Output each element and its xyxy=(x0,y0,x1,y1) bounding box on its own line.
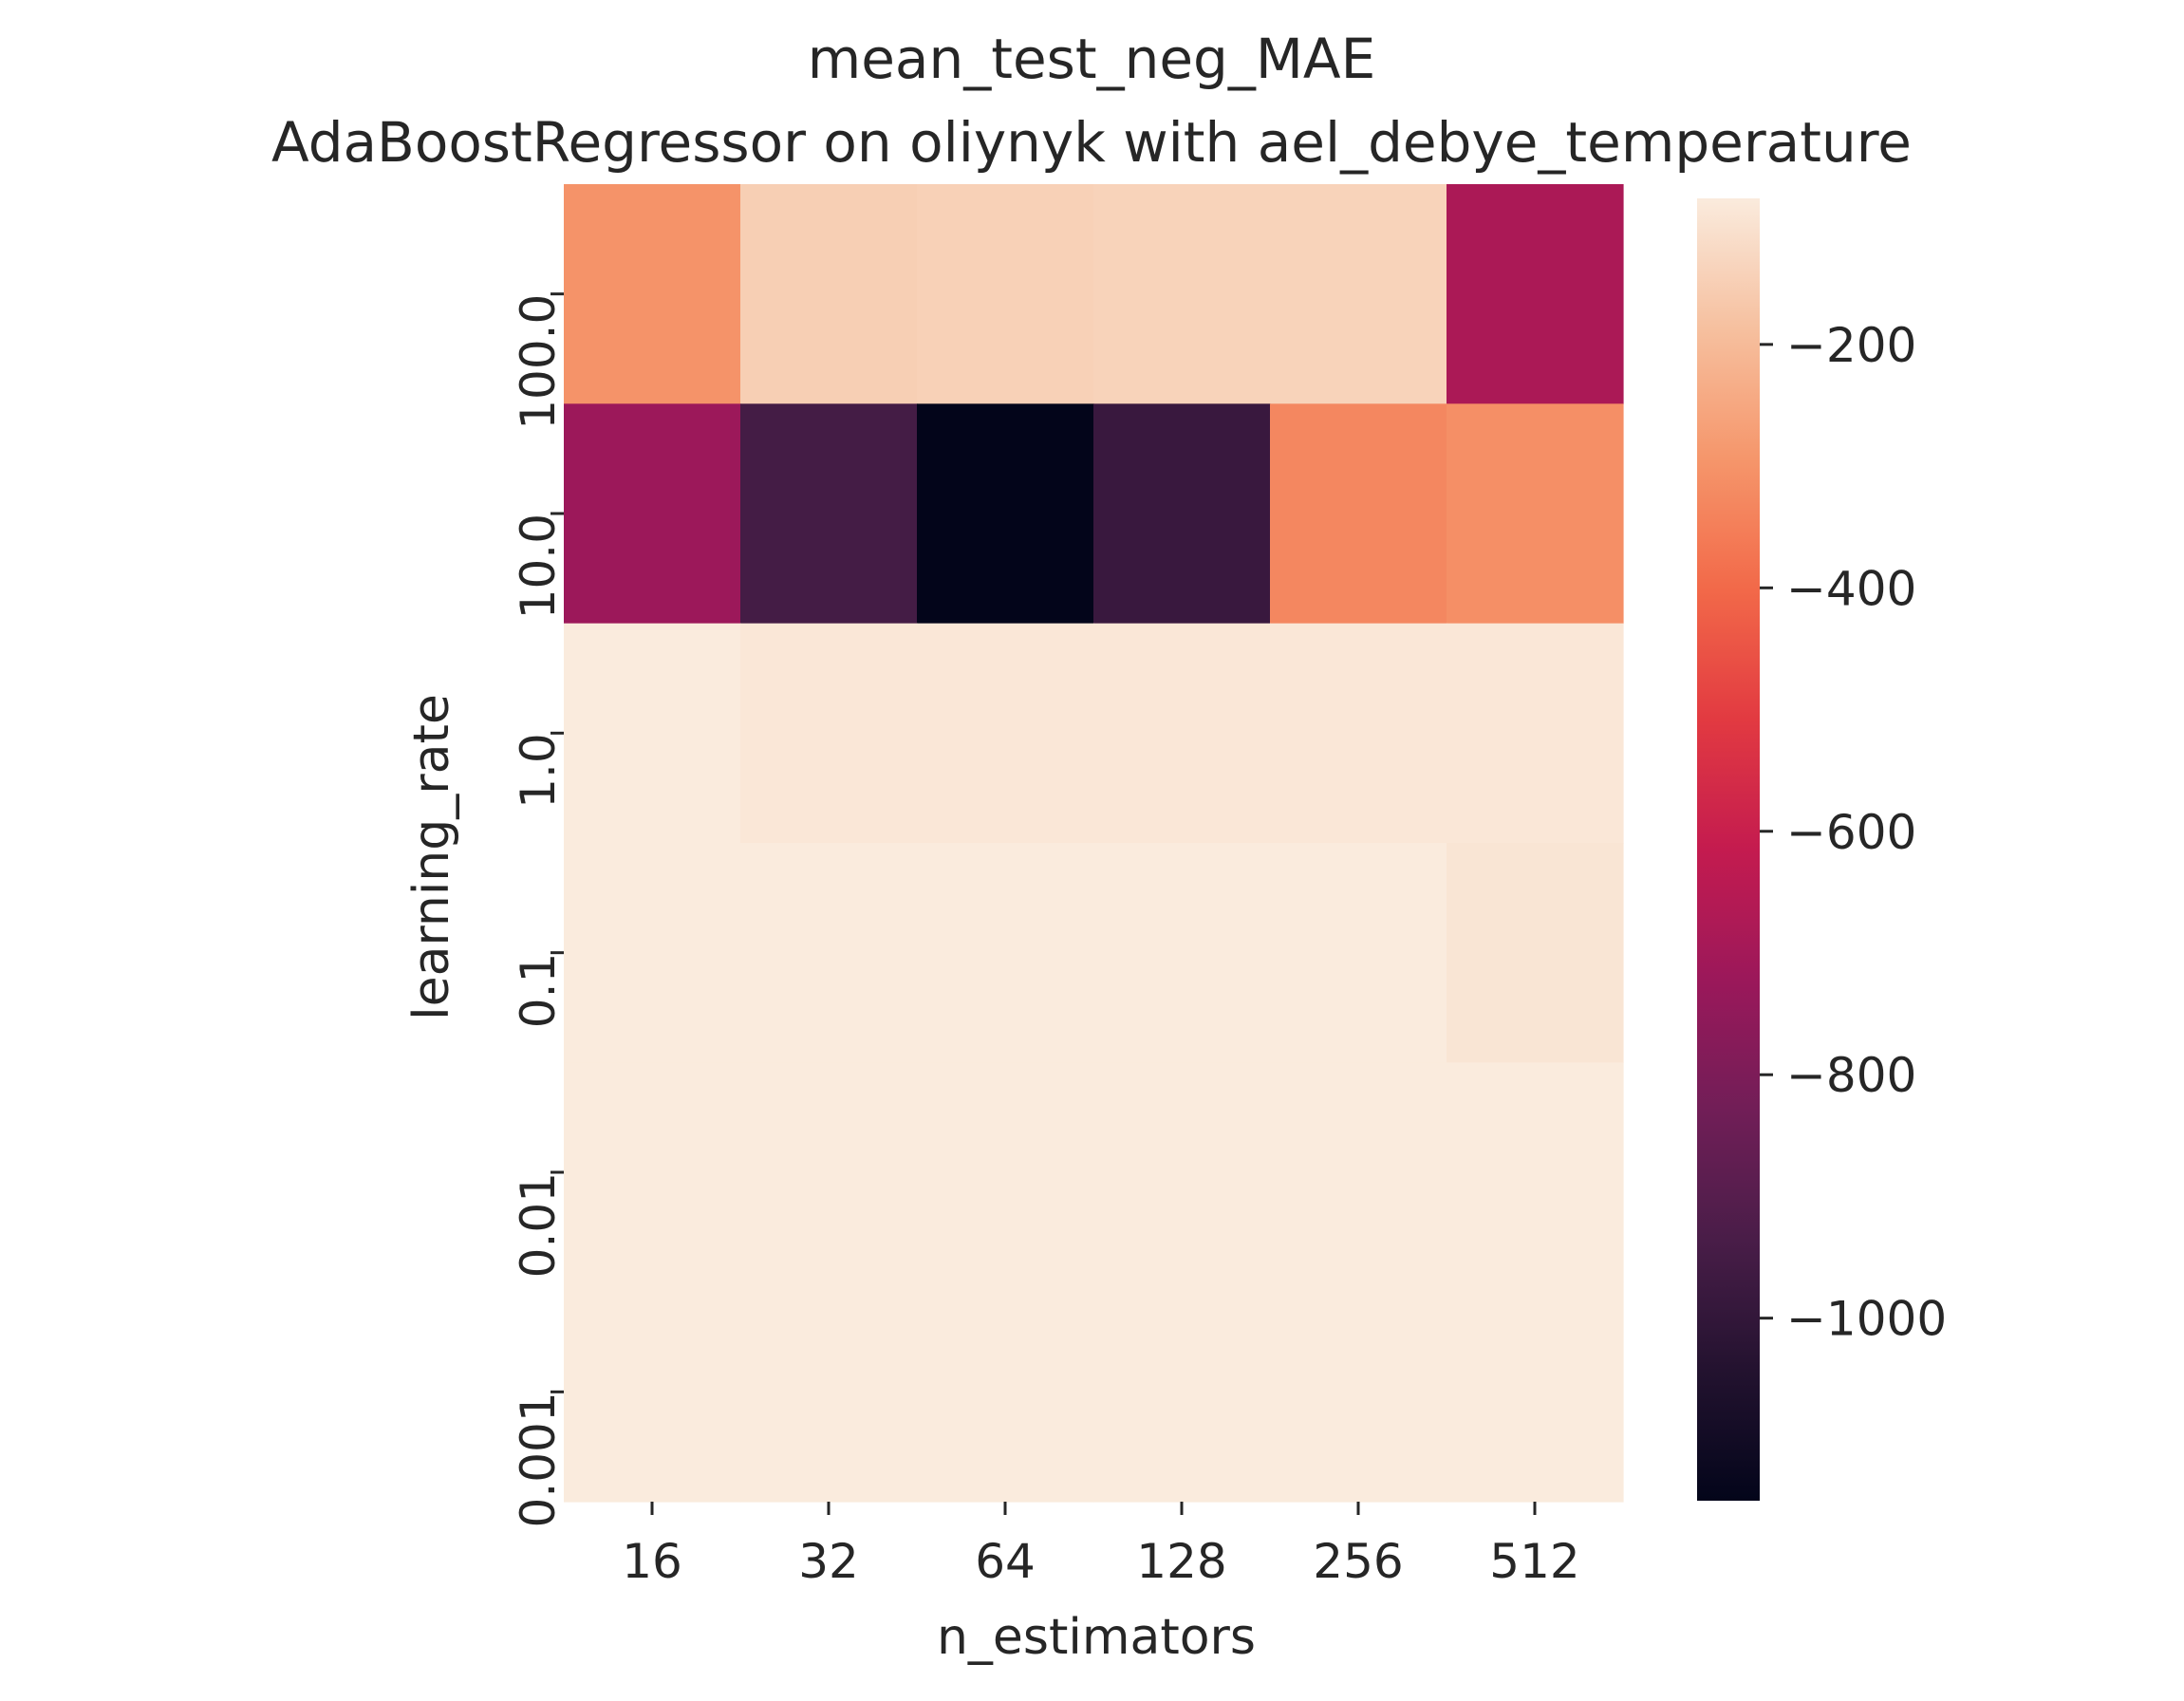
heatmap-cell xyxy=(1270,1062,1447,1283)
heatmap-cell xyxy=(1093,403,1271,625)
y-tick-label: 10.0 xyxy=(511,514,566,619)
y-tick-label: 1.0 xyxy=(511,733,566,809)
x-axis-ticks: 16 32 64 128 256 512 xyxy=(622,1502,1580,1589)
heatmap-cell xyxy=(1093,843,1271,1063)
heatmap-cell xyxy=(740,1281,918,1503)
heatmap-cell xyxy=(740,843,918,1063)
heatmap-cell xyxy=(1093,623,1271,844)
heatmap-cell xyxy=(564,1062,741,1283)
colorbar-ticks: −200 −400 −600 −800 −1000 xyxy=(1760,318,1947,1347)
heatmap-cell xyxy=(1447,1062,1624,1283)
heatmap-cell xyxy=(1093,184,1271,404)
heatmap-cell xyxy=(1447,184,1624,404)
heatmap-cell xyxy=(564,184,741,404)
heatmap-cell xyxy=(1093,1062,1271,1283)
chart-subtitle: AdaBoostRegressor on oliynyk with ael_de… xyxy=(271,110,1912,175)
heatmap-cell xyxy=(917,1062,1094,1283)
heatmap-cell xyxy=(564,1281,741,1503)
heatmap-cell xyxy=(740,1062,918,1283)
y-axis-label: learning_rate xyxy=(403,694,460,1020)
y-tick-label: 0.001 xyxy=(511,1392,566,1527)
heatmap-cell xyxy=(1447,623,1624,844)
x-tick-label: 256 xyxy=(1313,1534,1403,1589)
heatmap-cell xyxy=(564,403,741,625)
heatmap-cell xyxy=(917,623,1094,844)
heatmap-cell xyxy=(1270,1281,1447,1503)
x-axis-label: n_estimators xyxy=(937,1609,1256,1666)
heatmap-cell xyxy=(1447,403,1624,625)
x-tick-label: 32 xyxy=(798,1534,859,1589)
y-tick-label: 0.1 xyxy=(511,953,566,1029)
colorbar-tick-label: −400 xyxy=(1786,561,1916,616)
heatmap-cell xyxy=(917,403,1094,625)
colorbar-tick-label: −1000 xyxy=(1786,1292,1947,1347)
colorbar-tick-label: −800 xyxy=(1786,1048,1916,1103)
colorbar-tick-label: −200 xyxy=(1786,318,1916,373)
heatmap-cell xyxy=(1093,1281,1271,1503)
heatmap-cell xyxy=(1270,843,1447,1063)
y-axis-ticks: 100.0 10.0 1.0 0.1 0.01 0.001 xyxy=(511,292,566,1527)
heatmap-cell xyxy=(917,1281,1094,1503)
heatmap-cell xyxy=(917,184,1094,404)
y-tick-label: 100.0 xyxy=(511,294,566,430)
heatmap-cell xyxy=(740,623,918,844)
heatmap-cell xyxy=(1447,843,1624,1063)
chart-title: mean_test_neg_MAE xyxy=(808,27,1376,91)
x-tick-label: 16 xyxy=(622,1534,682,1589)
heatmap-cells xyxy=(564,184,1624,1503)
y-tick-label: 0.01 xyxy=(511,1172,566,1278)
x-tick-label: 64 xyxy=(975,1534,1036,1589)
x-tick-label: 128 xyxy=(1136,1534,1226,1589)
heatmap-cell xyxy=(1447,1281,1624,1503)
heatmap-cell xyxy=(1270,623,1447,844)
colorbar xyxy=(1697,198,1760,1501)
x-tick-label: 512 xyxy=(1489,1534,1579,1589)
heatmap-cell xyxy=(740,403,918,625)
heatmap-cell xyxy=(564,623,741,844)
heatmap-cell xyxy=(740,184,918,404)
colorbar-tick-label: −600 xyxy=(1786,805,1916,860)
heatmap-cell xyxy=(564,843,741,1063)
heatmap-cell xyxy=(917,843,1094,1063)
heatmap-cell xyxy=(1270,184,1447,404)
heatmap-cell xyxy=(1270,403,1447,625)
